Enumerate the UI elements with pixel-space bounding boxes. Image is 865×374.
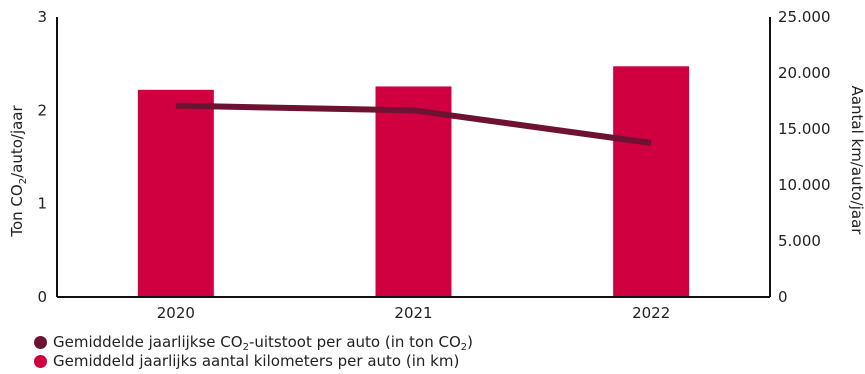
legend-dot-line xyxy=(34,336,47,349)
axes xyxy=(56,17,771,298)
legend-dot-bar xyxy=(34,355,47,368)
right-tick-label: 5.000 xyxy=(778,232,821,250)
legend: Gemiddelde jaarlijkse CO2-uitstoot per a… xyxy=(34,333,473,371)
bar-2021 xyxy=(375,86,452,297)
left-tick-label: 3 xyxy=(37,8,47,26)
combo-chart: 0 1 2 3 0 5.000 10.000 15.000 20.000 25.000 2020 20… xyxy=(8,8,865,322)
legend-label-co2: Gemiddelde jaarlijkse CO2-uitstoot per a… xyxy=(53,333,473,353)
bar-2022 xyxy=(613,66,690,297)
left-tick-label: 1 xyxy=(37,195,47,213)
left-tick-label: 2 xyxy=(37,101,47,119)
line-series xyxy=(175,102,652,146)
legend-label-km: Gemiddeld jaarlijks aantal kilometers pe… xyxy=(53,352,460,370)
left-axis-title: Ton CO2/auto/jaar xyxy=(8,105,29,238)
right-tick-label: 15.000 xyxy=(778,120,831,138)
legend-item-km: Gemiddeld jaarlijks aantal kilometers pe… xyxy=(34,352,473,371)
right-tick-label: 10.000 xyxy=(778,176,831,194)
right-axis-title: Aantal km/auto/jaar xyxy=(848,86,865,236)
right-tick-label: 25.000 xyxy=(778,8,831,26)
right-tick-label: 0 xyxy=(778,288,788,306)
left-tick-label: 0 xyxy=(37,288,47,306)
x-tick-label: 2020 xyxy=(157,304,195,322)
bar-2020 xyxy=(137,89,214,297)
tick-labels: 0 1 2 3 0 5.000 10.000 15.000 20.000 25.000 2020 20… xyxy=(37,8,830,322)
legend-item-co2: Gemiddelde jaarlijkse CO2-uitstoot per a… xyxy=(34,333,473,353)
x-tick-label: 2021 xyxy=(394,304,432,322)
right-tick-label: 20.000 xyxy=(778,64,831,82)
x-tick-label: 2022 xyxy=(632,304,670,322)
bar-series xyxy=(137,66,690,297)
